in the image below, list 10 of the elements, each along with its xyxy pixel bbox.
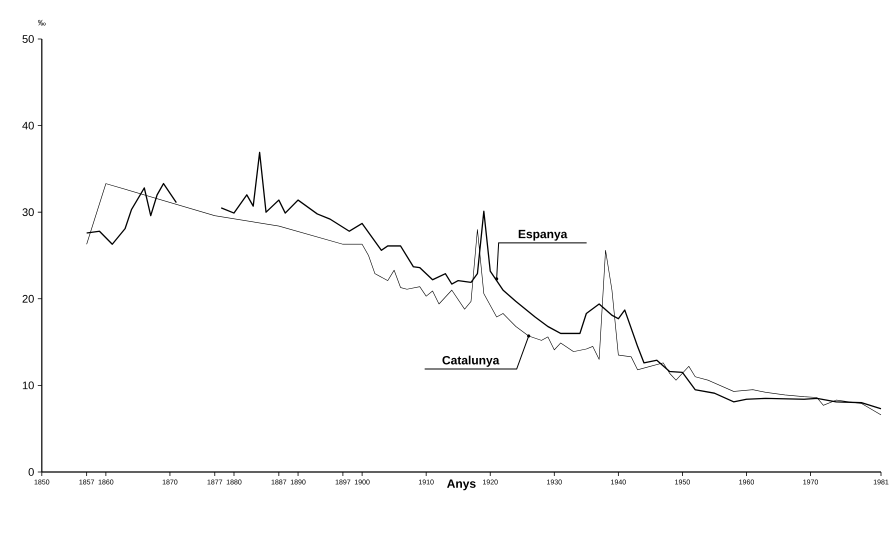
y-tick-label: 20 [22,294,34,303]
annotation: Catalunya [442,356,500,367]
y-tick-label: 30 [22,208,34,216]
y-tick-label: 40 [22,122,34,130]
x-axis-title: Anys [447,480,476,490]
y-tick-label: 10 [22,382,34,390]
y-axis-title: ‰ [38,20,46,26]
y-tick-label: 0 [28,468,34,476]
annotation: Espanya [518,230,568,241]
y-tick-label: 50 [22,35,34,43]
